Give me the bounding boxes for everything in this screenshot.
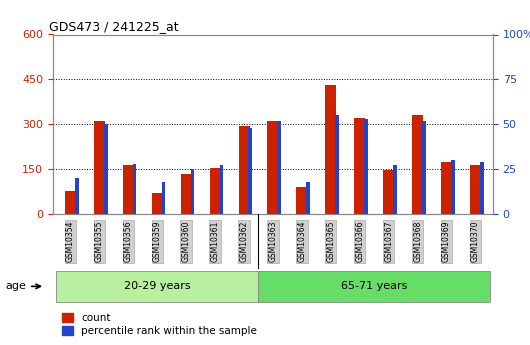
Text: GSM10367: GSM10367 <box>384 221 393 262</box>
Bar <box>412 115 423 214</box>
Bar <box>75 178 78 214</box>
Bar <box>65 191 76 214</box>
Bar <box>296 187 307 214</box>
Bar <box>383 170 394 214</box>
Text: GSM10359: GSM10359 <box>153 221 162 262</box>
Text: GSM10368: GSM10368 <box>413 221 422 262</box>
Bar <box>152 193 163 214</box>
Bar <box>104 124 108 214</box>
Text: GSM10369: GSM10369 <box>442 221 451 262</box>
Bar <box>219 166 223 214</box>
Bar <box>249 128 252 214</box>
Bar <box>238 126 250 214</box>
Text: GSM10361: GSM10361 <box>210 221 219 262</box>
Text: GSM10354: GSM10354 <box>66 221 75 262</box>
Bar <box>191 169 195 214</box>
Bar <box>422 121 426 214</box>
Bar <box>132 164 137 214</box>
Text: 20-29 years: 20-29 years <box>124 282 190 291</box>
Bar <box>325 85 337 214</box>
Bar <box>162 181 165 214</box>
Bar <box>181 174 192 214</box>
Bar <box>335 115 339 214</box>
Text: age: age <box>5 282 40 291</box>
Bar <box>451 160 455 214</box>
Text: GSM10364: GSM10364 <box>297 221 306 262</box>
Bar <box>94 121 105 214</box>
FancyBboxPatch shape <box>259 271 490 302</box>
Bar <box>268 121 278 214</box>
Text: GSM10363: GSM10363 <box>269 221 277 262</box>
Bar <box>123 165 134 214</box>
Bar <box>441 161 452 214</box>
Text: GSM10355: GSM10355 <box>95 221 104 262</box>
Bar <box>354 118 365 214</box>
Text: GSM10362: GSM10362 <box>240 221 249 262</box>
Legend: count, percentile rank within the sample: count, percentile rank within the sample <box>58 309 261 340</box>
Bar <box>364 119 368 214</box>
Text: GSM10366: GSM10366 <box>355 221 364 262</box>
Text: GSM10356: GSM10356 <box>123 221 132 262</box>
Bar <box>209 168 220 214</box>
Bar <box>393 166 397 214</box>
Bar <box>306 181 310 214</box>
Text: GSM10360: GSM10360 <box>182 221 191 262</box>
Bar <box>277 121 281 214</box>
Text: GSM10370: GSM10370 <box>471 221 480 262</box>
Text: GDS473 / 241225_at: GDS473 / 241225_at <box>49 20 178 33</box>
Bar <box>480 162 484 214</box>
FancyBboxPatch shape <box>56 271 259 302</box>
Bar <box>470 165 481 214</box>
Text: 65-71 years: 65-71 years <box>341 282 408 291</box>
Text: GSM10365: GSM10365 <box>326 221 335 262</box>
